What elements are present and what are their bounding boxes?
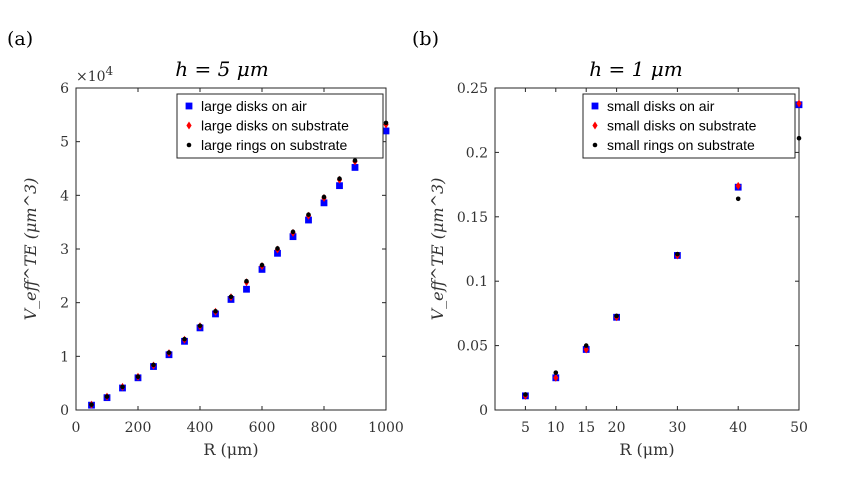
legend-entry: small disks on air <box>607 98 715 114</box>
y-tick-label: 0.2 <box>466 145 488 161</box>
data-point <box>352 158 358 163</box>
data-point <box>796 99 802 108</box>
data-point <box>735 196 741 202</box>
panel-label: (b) <box>412 28 439 50</box>
data-point <box>166 350 172 355</box>
data-point <box>306 212 311 217</box>
data-point <box>523 392 528 397</box>
series-large-disks-on-substrate <box>88 120 389 409</box>
data-point <box>182 336 187 342</box>
y-tick-label: 0.05 <box>457 339 488 355</box>
data-point <box>259 262 265 268</box>
data-point <box>120 384 125 390</box>
data-point <box>89 402 94 407</box>
legend-marker <box>592 121 598 130</box>
y-axis-label-text: V_eff^TE (μm^3) <box>21 178 40 321</box>
x-tick-label: 30 <box>668 420 686 436</box>
x-tick-label: 400 <box>187 420 214 436</box>
legend: large disks on air large disks on substra… <box>176 93 384 159</box>
data-point <box>583 343 589 348</box>
y-tick-label: 6 <box>60 81 69 97</box>
plot-area <box>494 87 800 411</box>
legend-entry: small rings on substrate <box>607 137 755 153</box>
data-point <box>151 362 156 368</box>
y-axis-label: V_eff^TE (μm^3) <box>428 178 447 321</box>
panel-label: (a) <box>7 28 33 50</box>
x-tick-label: 1000 <box>368 420 404 436</box>
y-tick-label: 5 <box>60 135 69 151</box>
chart-title: h = 1 μm <box>589 57 682 81</box>
y-axis-label-text: V_eff^TE (μm^3) <box>428 178 447 321</box>
y-tick-label: 0.15 <box>457 210 488 226</box>
legend-marker <box>186 121 192 130</box>
x-tick-label: 10 <box>547 420 565 436</box>
legend-box <box>582 93 796 159</box>
y-tick-label: 0 <box>479 403 488 419</box>
x-tick-label: 20 <box>608 420 626 436</box>
data-point <box>321 194 327 200</box>
x-tick-label: 50 <box>790 420 808 436</box>
data-point <box>796 135 802 141</box>
chart-title: h = 5 μm <box>175 57 268 81</box>
x-tick-label: 40 <box>729 420 747 436</box>
data-point <box>735 181 741 190</box>
data-point <box>382 127 390 135</box>
legend-marker <box>591 102 599 110</box>
legend-entry: small disks on substrate <box>607 118 757 134</box>
data-point <box>553 373 559 382</box>
x-tick-label: 800 <box>311 420 338 436</box>
data-point <box>336 182 343 190</box>
x-tick-label: 200 <box>125 420 152 436</box>
data-point <box>244 278 249 284</box>
y-tick-label: 2 <box>60 296 69 312</box>
data-point <box>351 164 359 171</box>
data-point <box>243 285 250 293</box>
data-point <box>337 176 342 181</box>
data-point <box>228 294 234 300</box>
series-large-disks-on-air <box>88 127 390 409</box>
legend-entry: large disks on air <box>201 98 307 114</box>
data-point <box>553 370 559 375</box>
chart-panel-b: (b) h = 1 μm 5 10 15 20 30 40 50 0 0.05 0.1 0.15 0.2 0… <box>412 28 808 459</box>
series-large-rings-on-substrate <box>89 120 389 407</box>
y-axis-label: V_eff^TE (μm^3) <box>21 178 40 321</box>
x-tick-label: 15 <box>577 420 595 436</box>
x-axis-label: R (μm) <box>619 440 674 459</box>
legend-marker <box>592 142 598 148</box>
data-point <box>275 246 280 251</box>
legend-entry: large disks on substrate <box>201 118 349 134</box>
legend-entry: large rings on substrate <box>201 137 348 153</box>
x-tick-label: 0 <box>72 420 81 436</box>
legend-marker <box>185 102 193 110</box>
y-tick-label: 1 <box>60 349 69 365</box>
data-point <box>383 120 389 126</box>
data-point <box>104 394 110 399</box>
data-point <box>320 199 328 207</box>
y-multiplier-base: ×10 <box>76 69 106 85</box>
y-multiplier-exponent: 4 <box>106 64 114 78</box>
x-axis-label: R (μm) <box>203 440 258 459</box>
y-multiplier: ×104 <box>76 64 114 85</box>
legend-box <box>176 93 384 159</box>
x-tick-label: 600 <box>249 420 276 436</box>
x-tick-label: 5 <box>521 420 530 436</box>
chart-panel-a: (a)h = 5 μm0 200 400 600 800 10000123456×104R… <box>7 28 404 459</box>
y-tick-label: 4 <box>60 188 69 204</box>
legend: small disks on air small disks on substra… <box>582 93 796 159</box>
legend-marker <box>186 142 192 148</box>
data-point <box>290 229 296 235</box>
y-tick-label: 3 <box>60 242 69 258</box>
y-tick-label: 0.25 <box>457 81 488 97</box>
data-point <box>675 251 680 257</box>
data-point <box>135 374 141 380</box>
data-point <box>305 216 312 224</box>
data-point <box>197 323 203 329</box>
series-small-rings-on-substrate <box>523 135 802 397</box>
data-point <box>213 308 218 314</box>
y-tick-label: 0 <box>60 403 69 419</box>
data-point <box>614 313 619 319</box>
y-tick-label: 0.1 <box>466 274 488 290</box>
